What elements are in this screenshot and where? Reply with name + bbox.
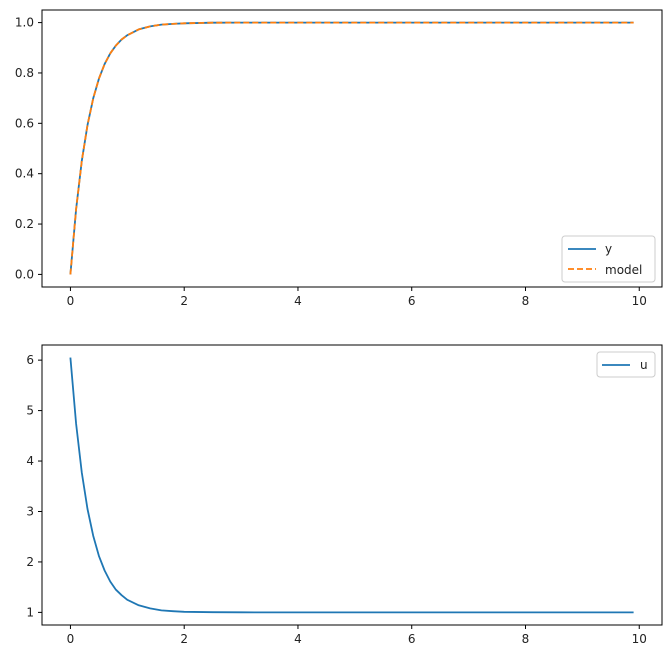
- x-tick-label: 2: [180, 294, 188, 308]
- legend-label-u: u: [640, 358, 648, 372]
- top-legend: y model: [561, 235, 656, 283]
- legend-label-y: y: [605, 242, 612, 256]
- x-tick-label: 8: [522, 632, 530, 646]
- y-tick-label: 0.6: [15, 116, 34, 130]
- top-subplot: 0 2 4 6 8 10 0.0 0.2 0.4 0.6 0.8 1.0 y model: [15, 9, 663, 308]
- bottom-series-lines: [69, 357, 634, 614]
- y-tick-label: 2: [26, 555, 34, 569]
- y-tick-label: 0.0: [15, 267, 34, 281]
- series-line-u: [69, 357, 634, 614]
- bottom-plot-frame: [41, 344, 663, 626]
- y-tick-label: 6: [26, 353, 34, 367]
- x-tick-label: 8: [522, 294, 530, 308]
- series-line-y: [69, 21, 634, 275]
- y-tick-label: 3: [26, 504, 34, 518]
- x-tick-label: 6: [408, 632, 416, 646]
- series-line-model: [69, 21, 634, 275]
- y-tick-label: 1.0: [15, 16, 34, 30]
- top-x-ticks: 0 2 4 6 8 10: [67, 287, 647, 308]
- legend-label-model: model: [605, 263, 642, 277]
- y-tick-label: 1: [26, 605, 34, 619]
- y-tick-label: 0.2: [15, 217, 34, 231]
- x-tick-label: 0: [67, 294, 75, 308]
- top-series-lines: [69, 21, 634, 275]
- y-tick-label: 0.4: [15, 167, 34, 181]
- x-tick-label: 10: [632, 294, 647, 308]
- x-tick-label: 2: [180, 632, 188, 646]
- y-tick-label: 4: [26, 454, 34, 468]
- y-tick-label: 5: [26, 404, 34, 418]
- x-tick-label: 0: [67, 632, 75, 646]
- x-tick-label: 4: [294, 294, 302, 308]
- top-plot-frame: [41, 9, 663, 288]
- bottom-x-ticks: 0 2 4 6 8 10: [67, 625, 647, 646]
- x-tick-label: 6: [408, 294, 416, 308]
- top-y-ticks: 0.0 0.2 0.4 0.6 0.8 1.0: [15, 16, 42, 281]
- x-tick-label: 10: [632, 632, 647, 646]
- top-legend-box: [561, 235, 656, 283]
- bottom-y-ticks: 1 2 3 4 5 6: [26, 353, 42, 619]
- bottom-legend: u: [596, 351, 656, 378]
- x-tick-label: 4: [294, 632, 302, 646]
- y-tick-label: 0.8: [15, 66, 34, 80]
